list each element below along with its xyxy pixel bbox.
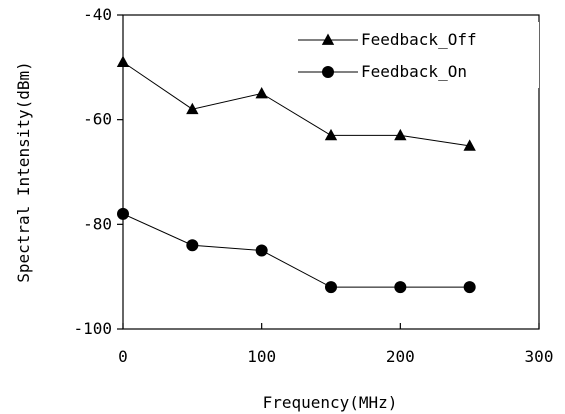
x-tick-label: 100 — [247, 347, 276, 366]
legend: Feedback_Off Feedback_On — [293, 22, 539, 88]
legend-label-feedback-on: Feedback_On — [361, 62, 467, 81]
x-tick-label: 200 — [386, 347, 415, 366]
legend-marker-feedback-off — [321, 33, 335, 45]
x-axis-title: Frequency(MHz) — [263, 393, 398, 412]
data-point-feedback-on — [186, 239, 199, 252]
data-point-feedback-off — [394, 128, 407, 141]
x-tick-label: 300 — [525, 347, 554, 366]
y-tick-label: -100 — [73, 319, 112, 338]
y-axis-title: Spectral Intensity(dBm) — [14, 61, 33, 283]
plot-area — [122, 14, 540, 330]
legend-marker-feedback-on — [322, 66, 334, 78]
x-tick-label: 0 — [118, 347, 128, 366]
series-lines — [116, 55, 476, 294]
data-point-feedback-off — [324, 128, 338, 141]
data-point-feedback-off — [186, 102, 199, 115]
data-point-feedback-on — [255, 244, 268, 257]
data-point-feedback-off — [463, 139, 476, 151]
y-tick-label: -40 — [83, 5, 112, 24]
data-point-feedback-off — [116, 55, 130, 67]
legend-label-feedback-off: Feedback_Off — [361, 30, 477, 49]
series-line-feedback-on — [122, 213, 470, 288]
data-point-feedback-on — [394, 281, 407, 294]
data-point-feedback-on — [325, 281, 337, 294]
data-point-feedback-on — [117, 207, 129, 220]
data-point-feedback-off — [255, 87, 268, 99]
y-tick-label: -80 — [83, 214, 112, 233]
axis-ticks: 0 100 200 300 -40 -60 -80 -100 — [73, 5, 553, 366]
legend-background — [293, 22, 539, 88]
data-point-feedback-on — [463, 281, 476, 294]
y-tick-label: -60 — [83, 110, 112, 129]
series-line-feedback-off — [122, 61, 470, 147]
